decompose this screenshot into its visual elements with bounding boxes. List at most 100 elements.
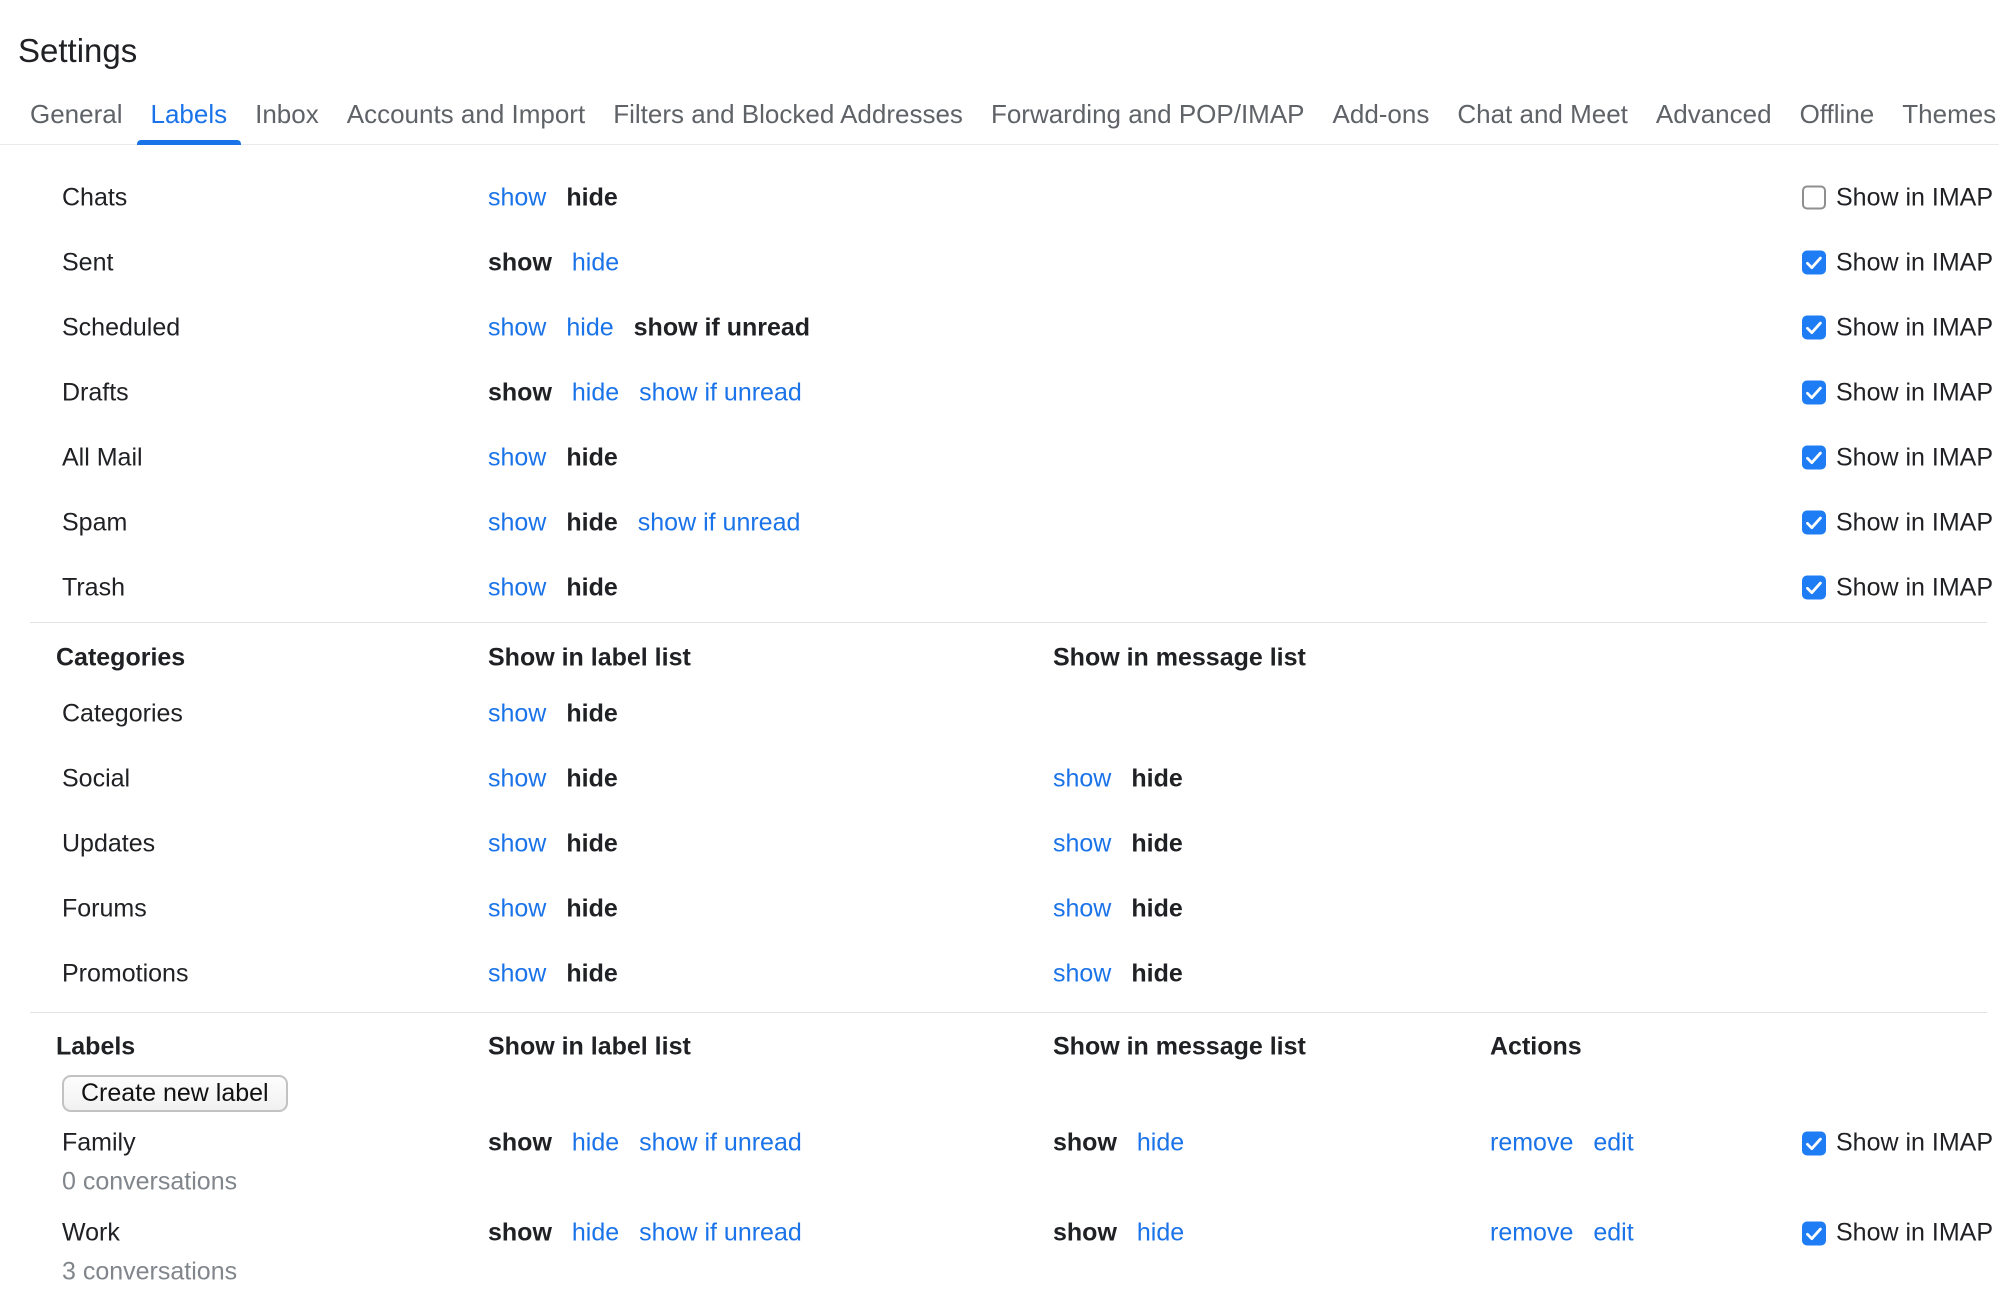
show-in-message-list-options: show hide <box>1053 1129 1184 1158</box>
show-in-imap-cell: Show in IMAP <box>1802 508 1993 537</box>
show-option: show <box>488 378 552 406</box>
show-in-imap-label: Show in IMAP <box>1836 313 1994 341</box>
show-if-unread-option[interactable]: show if unread <box>639 378 802 406</box>
show-option[interactable]: show <box>488 829 547 857</box>
hide-option: hide <box>1131 764 1183 792</box>
show-in-imap-checkbox[interactable] <box>1802 1221 1826 1245</box>
hide-option[interactable]: hide <box>571 1218 620 1247</box>
show-option: show <box>488 248 552 276</box>
show-if-unread-option[interactable]: show if unread <box>637 508 801 536</box>
show-in-label-list-options: show hide <box>488 829 618 858</box>
hide-option: hide <box>1131 894 1183 922</box>
tab-forwarding-and-pop-imap[interactable]: Forwarding and POP/IMAP <box>990 98 1305 129</box>
hide-option[interactable]: hide <box>1136 1218 1185 1247</box>
show-in-imap-checkbox[interactable] <box>1802 1131 1826 1155</box>
hide-option: hide <box>566 699 618 727</box>
tab-offline[interactable]: Offline <box>1799 98 1875 129</box>
label-name: Categories <box>62 699 183 727</box>
section-divider <box>30 622 1987 623</box>
edit-action[interactable]: edit <box>1593 1128 1634 1157</box>
row-family: Family show hide show if unread show hide remo… <box>0 1119 1999 1167</box>
show-if-unread-option[interactable]: show if unread <box>639 1218 802 1247</box>
conversation-count: 0 conversations <box>62 1167 238 1196</box>
show-in-imap-checkbox[interactable] <box>1802 185 1826 210</box>
show-option[interactable]: show <box>488 183 547 211</box>
hide-option[interactable]: hide <box>1136 1128 1185 1157</box>
label-name: Drafts <box>62 378 129 406</box>
show-option[interactable]: show <box>1053 959 1112 987</box>
label-name: Chats <box>62 183 128 211</box>
show-in-message-list-options: show hide <box>1053 894 1183 923</box>
row-categories: Categories show hide <box>0 681 1999 746</box>
tab-labels[interactable]: Labels <box>136 84 242 145</box>
label-name: Family <box>62 1128 136 1157</box>
show-option[interactable]: show <box>1053 764 1112 792</box>
remove-action[interactable]: remove <box>1490 1128 1574 1157</box>
tab-inbox[interactable]: Inbox <box>255 98 319 129</box>
show-option: show <box>1053 1218 1117 1247</box>
show-option: show <box>1053 1128 1117 1157</box>
tab-chat-and-meet[interactable]: Chat and Meet <box>1457 98 1628 129</box>
edit-action[interactable]: edit <box>1593 1218 1634 1247</box>
show-in-label-list-options: show hide <box>488 894 618 923</box>
show-in-imap-checkbox[interactable] <box>1802 315 1826 340</box>
tab-accounts-and-import[interactable]: Accounts and Import <box>346 98 586 129</box>
show-option[interactable]: show <box>1053 829 1112 857</box>
remove-action[interactable]: remove <box>1490 1218 1574 1247</box>
section-divider <box>30 1012 1987 1013</box>
show-in-imap-cell: Show in IMAP <box>1802 1219 1993 1248</box>
row-updates: Updates show hide show hide <box>0 811 1999 876</box>
show-in-imap-checkbox[interactable] <box>1802 575 1826 600</box>
tab-themes[interactable]: Themes <box>1902 98 1997 129</box>
conversation-count: 3 conversations <box>62 1257 238 1286</box>
hide-option[interactable]: hide <box>571 248 620 276</box>
show-option[interactable]: show <box>488 699 547 727</box>
tab-filters-and-blocked-addresses[interactable]: Filters and Blocked Addresses <box>613 98 963 129</box>
page-title: Settings <box>18 32 138 70</box>
hide-option[interactable]: hide <box>571 378 620 406</box>
show-in-imap-checkbox[interactable] <box>1802 510 1826 535</box>
create-new-label-button[interactable]: Create new label <box>62 1075 288 1112</box>
label-name: Social <box>62 764 131 792</box>
show-in-imap-label: Show in IMAP <box>1836 443 1994 471</box>
hide-option: hide <box>566 508 618 536</box>
hide-option: hide <box>566 959 618 987</box>
show-option[interactable]: show <box>488 313 547 341</box>
show-option[interactable]: show <box>488 959 547 987</box>
hide-option[interactable]: hide <box>571 1128 620 1157</box>
show-in-label-list-options: show hide show if unread <box>488 313 810 342</box>
show-in-imap-label: Show in IMAP <box>1836 573 1994 601</box>
row-promotions: Promotions show hide show hide <box>0 941 1999 1006</box>
row-forums: Forums show hide show hide <box>0 876 1999 941</box>
show-option[interactable]: show <box>488 508 547 536</box>
show-in-label-list-options: show hide <box>488 183 618 212</box>
actions-cell: remove edit <box>1490 1129 1634 1158</box>
show-if-unread-option[interactable]: show if unread <box>639 1128 802 1157</box>
show-in-imap-checkbox[interactable] <box>1802 445 1826 470</box>
row-sent: Sent show hide Show in IMAP <box>0 230 1999 295</box>
hide-option[interactable]: hide <box>566 313 614 341</box>
label-name: Trash <box>62 573 125 601</box>
label-name: Forums <box>62 894 147 922</box>
row-work: Work show hide show if unread show hide remove… <box>0 1209 1999 1257</box>
show-option: show <box>488 1128 552 1157</box>
show-option[interactable]: show <box>488 443 547 471</box>
show-option[interactable]: show <box>488 573 547 601</box>
show-in-imap-label: Show in IMAP <box>1836 1128 1994 1157</box>
tab-general[interactable]: General <box>30 98 123 129</box>
show-option[interactable]: show <box>488 764 547 792</box>
section-header-categories: Categories Show in label list Show in mess… <box>0 633 1999 683</box>
tab-add-ons[interactable]: Add-ons <box>1332 98 1430 129</box>
show-in-imap-checkbox[interactable] <box>1802 250 1826 275</box>
row-chats: Chats show hide Show in IMAP <box>0 165 1999 230</box>
section-title: Categories <box>56 643 186 672</box>
show-option[interactable]: show <box>488 894 547 922</box>
tab-advanced[interactable]: Advanced <box>1655 98 1772 129</box>
show-in-imap-checkbox[interactable] <box>1802 380 1826 405</box>
column-header-label-list: Show in label list <box>488 1032 691 1061</box>
show-option[interactable]: show <box>1053 894 1112 922</box>
hide-option: hide <box>566 894 618 922</box>
row-family-conversations: 0 conversations <box>0 1164 1999 1200</box>
show-in-label-list-options: show hide <box>488 248 619 277</box>
show-in-label-list-options: show hide show if unread <box>488 1219 802 1248</box>
